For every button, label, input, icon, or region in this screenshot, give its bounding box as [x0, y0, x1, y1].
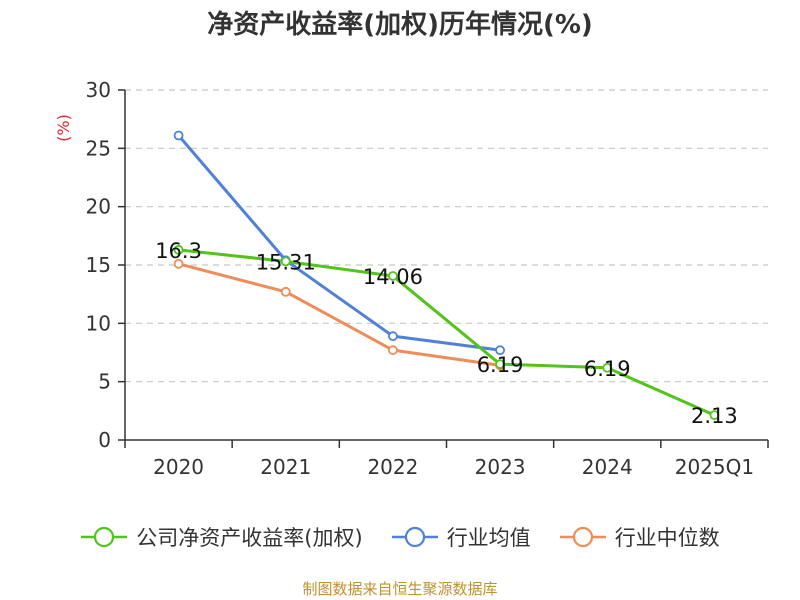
x-tick-label: 2025Q1	[675, 455, 754, 479]
legend: 公司净资产收益率(加权) 行业均值 行业中位数	[0, 520, 800, 554]
legend-item[interactable]: 行业均值	[391, 522, 531, 552]
y-tick-label: 30	[86, 78, 111, 102]
data-point	[388, 345, 398, 356]
data-point	[495, 345, 505, 356]
series-lines	[173, 130, 720, 421]
data-label: 16.3	[155, 239, 202, 263]
x-tick-label: 2022	[367, 455, 418, 479]
y-tick-label: 0	[98, 428, 111, 452]
data-point	[280, 286, 291, 297]
x-tick-label: 2021	[260, 455, 311, 479]
data-label: 2.13	[691, 404, 738, 428]
source-note: 制图数据来自恒生聚源数据库	[302, 580, 498, 598]
y-tick-label: 25	[86, 136, 111, 160]
series-line	[177, 134, 501, 352]
data-label: 14.06	[363, 265, 423, 289]
series-line	[178, 248, 716, 417]
legend-marker-icon	[391, 526, 438, 548]
x-tick-label: 2023	[475, 455, 526, 479]
grid-lines	[125, 89, 768, 383]
data-label: 6.19	[477, 353, 524, 377]
data-point	[709, 410, 720, 421]
legend-label: 行业均值	[446, 526, 531, 550]
axes: 0 5 10 15 20 25 30 2020 2021 2022 2023 2024 2025Q1 (%…	[54, 78, 769, 479]
legend-marker-icon	[559, 526, 606, 548]
data-point	[173, 244, 184, 255]
y-tick-label: 10	[86, 311, 111, 335]
data-label: 15.31	[256, 250, 316, 274]
data-point	[388, 271, 398, 281]
y-tick-label: 5	[98, 370, 111, 394]
data-point	[388, 331, 398, 342]
x-tick-label: 2024	[582, 455, 633, 479]
data-labels: 16.3 15.31 14.06 6.19 6.19 2.13	[155, 239, 738, 428]
data-point	[280, 256, 291, 267]
data-label: 6.19	[584, 357, 631, 381]
x-tick-label: 2020	[153, 455, 204, 479]
legend-marker-icon	[81, 526, 128, 548]
data-point	[602, 362, 613, 373]
y-axis-label: (%)	[54, 114, 73, 142]
y-tick-label: 20	[86, 195, 111, 219]
data-point	[173, 130, 184, 141]
data-point	[495, 359, 505, 370]
series-line	[178, 262, 501, 367]
data-point	[173, 258, 184, 269]
legend-item[interactable]: 公司净资产收益率(加权)	[80, 522, 363, 552]
legend-label: 公司净资产收益率(加权)	[136, 526, 363, 550]
chart-title: 净资产收益率(加权)历年情况(%)	[207, 10, 593, 40]
legend-item[interactable]: 行业中位数	[559, 522, 720, 552]
y-tick-label: 15	[86, 253, 111, 277]
legend-label: 行业中位数	[614, 526, 720, 550]
